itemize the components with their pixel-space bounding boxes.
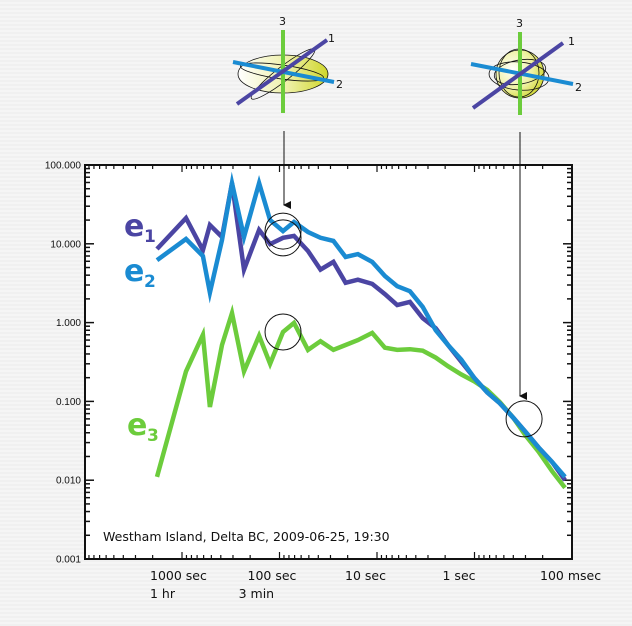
axis-label-3: 3 bbox=[516, 17, 523, 30]
sphere-cross-section bbox=[493, 58, 547, 86]
series-subscript-e3: 3 bbox=[147, 426, 159, 446]
series-label-e2: e bbox=[124, 254, 144, 289]
highlight-circle bbox=[264, 313, 302, 351]
plot-area bbox=[84, 164, 573, 560]
y-tick-label: 0.001 bbox=[56, 555, 81, 566]
series-lines bbox=[154, 171, 567, 490]
axis-label-1: 1 bbox=[568, 35, 575, 48]
ellipsoid-glyph-2: 3 1 2 bbox=[470, 17, 582, 115]
y-tick-label: 10.000 bbox=[50, 239, 81, 250]
highlight-markers bbox=[264, 212, 543, 438]
ellipsoid-glyph-1: 3 1 2 bbox=[232, 15, 343, 113]
y-tick-label: 100.000 bbox=[45, 161, 82, 172]
axis-label-1: 1 bbox=[328, 32, 335, 45]
highlight-circle bbox=[264, 212, 302, 250]
x-tick-labels: 1000 sec 1 hr 100 sec 10 sec 1 sec 100 msec 3 … bbox=[150, 568, 601, 601]
legend-e2: e 2 bbox=[124, 254, 156, 292]
legend-e1: e 1 bbox=[124, 209, 156, 247]
x-extra-label: 3 min bbox=[239, 586, 275, 601]
series-subscript-e2: 2 bbox=[144, 272, 156, 292]
axis-1-purple bbox=[235, 38, 329, 106]
series-subscript-e1: 1 bbox=[144, 227, 156, 247]
series-line-e2 bbox=[155, 171, 567, 479]
axis-label-2: 2 bbox=[336, 78, 343, 91]
y-tick-label: 0.010 bbox=[56, 476, 81, 487]
axis-label-2: 2 bbox=[575, 81, 582, 94]
legend-e3: e 3 bbox=[127, 408, 159, 446]
x-tick-label: 100 msec bbox=[540, 568, 601, 583]
series-label-e1: e bbox=[124, 209, 144, 244]
axis-label-3: 3 bbox=[279, 15, 286, 28]
y-tick-labels: 100.000 10.000 1.000 0.100 0.010 0.001 bbox=[45, 161, 82, 566]
series-label-e3: e bbox=[127, 408, 147, 443]
axis-ticks bbox=[85, 165, 572, 560]
x-tick-label: 10 sec bbox=[345, 568, 386, 583]
highlight-circle bbox=[505, 400, 543, 438]
x-tick-label: 100 sec bbox=[248, 568, 297, 583]
x-tick-label: 1000 sec bbox=[150, 568, 207, 583]
x-tick-sublabel: 1 hr bbox=[150, 586, 176, 601]
axis-1-purple bbox=[471, 41, 565, 110]
y-tick-label: 0.100 bbox=[56, 397, 81, 408]
x-tick-label: 1 sec bbox=[443, 568, 476, 583]
y-tick-label: 1.000 bbox=[56, 318, 81, 329]
location-annotation: Westham Island, Delta BC, 2009-06-25, 19… bbox=[103, 529, 390, 544]
highlight-circle bbox=[264, 219, 302, 257]
